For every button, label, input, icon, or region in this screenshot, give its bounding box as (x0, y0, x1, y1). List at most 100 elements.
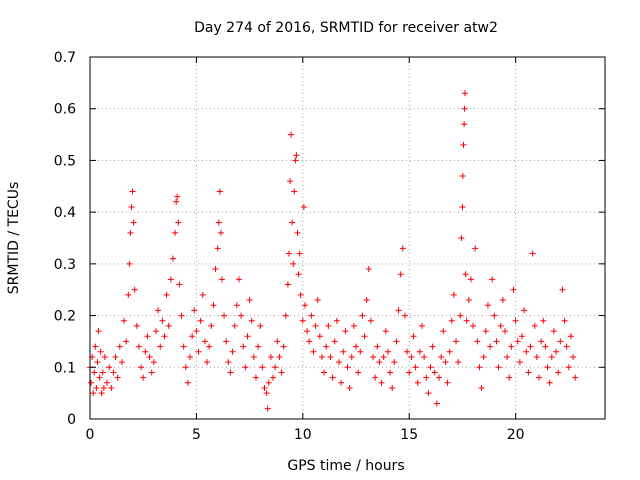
data-point (444, 379, 451, 386)
data-point (121, 317, 128, 324)
data-point (491, 312, 498, 319)
data-point (96, 374, 103, 381)
data-point (497, 322, 504, 329)
data-point (395, 307, 402, 314)
data-point (329, 374, 336, 381)
data-point (346, 384, 353, 391)
data-point (523, 348, 530, 355)
data-point (229, 348, 236, 355)
data-point (504, 353, 511, 360)
data-point (238, 312, 245, 319)
data-point (95, 328, 102, 335)
data-point (521, 307, 528, 314)
data-point (244, 333, 251, 340)
data-point (210, 302, 217, 309)
data-point (387, 369, 394, 376)
data-point (157, 343, 164, 350)
data-point (142, 348, 149, 355)
data-point (173, 198, 180, 205)
data-point (316, 333, 323, 340)
data-point (270, 374, 277, 381)
data-point (461, 121, 468, 128)
data-point (455, 359, 462, 366)
data-point (292, 157, 299, 164)
data-point (480, 353, 487, 360)
data-point (92, 343, 99, 350)
data-point (267, 353, 274, 360)
data-point (201, 338, 208, 345)
data-point (104, 379, 111, 386)
data-point (296, 250, 303, 257)
data-point (180, 343, 187, 350)
data-point (559, 286, 566, 293)
data-point (355, 369, 362, 376)
y-tick-label: 0.5 (54, 153, 76, 169)
data-point (246, 297, 253, 304)
data-point (412, 364, 419, 371)
data-point (118, 359, 125, 366)
data-point (314, 297, 321, 304)
y-tick-label: 0.3 (54, 257, 76, 273)
data-point (370, 353, 377, 360)
data-point (263, 390, 270, 397)
data-point (323, 343, 330, 350)
data-point (457, 312, 464, 319)
data-point (88, 379, 95, 386)
data-point (204, 359, 211, 366)
data-point (553, 348, 560, 355)
data-point (197, 317, 204, 324)
data-point (335, 359, 342, 366)
data-point (106, 364, 113, 371)
data-point (527, 343, 534, 350)
x-tick-label: 15 (400, 427, 418, 443)
data-point (195, 348, 202, 355)
data-point (363, 297, 370, 304)
data-point (367, 317, 374, 324)
data-point (561, 317, 568, 324)
data-point (567, 333, 574, 340)
data-points (87, 90, 579, 412)
data-point (548, 353, 555, 360)
data-point (353, 343, 360, 350)
data-point (321, 369, 328, 376)
data-point (231, 322, 238, 329)
data-point (531, 322, 538, 329)
data-point (176, 281, 183, 288)
data-point (350, 322, 357, 329)
data-point (536, 374, 543, 381)
data-point (374, 343, 381, 350)
data-point (290, 260, 297, 267)
data-point (114, 374, 121, 381)
data-point (138, 364, 145, 371)
chart-title: Day 274 of 2016, SRMTID for receiver atw… (194, 20, 498, 36)
data-point (450, 291, 457, 298)
data-point (182, 364, 189, 371)
data-point (308, 312, 315, 319)
y-tick-label: 0.7 (54, 50, 76, 66)
data-point (172, 229, 179, 236)
data-point (189, 333, 196, 340)
data-point (97, 348, 104, 355)
data-point (563, 343, 570, 350)
data-point (397, 271, 404, 278)
y-tick-label: 0.1 (54, 360, 76, 376)
data-point (152, 328, 159, 335)
data-point (557, 338, 564, 345)
data-point (227, 369, 234, 376)
data-point (140, 374, 147, 381)
data-point (112, 353, 119, 360)
data-point (382, 328, 389, 335)
data-point (150, 359, 157, 366)
data-point (440, 328, 447, 335)
data-point (393, 338, 400, 345)
y-tick-label: 0.4 (54, 205, 76, 221)
data-point (436, 374, 443, 381)
data-point (293, 152, 300, 159)
axis-ticks (89, 56, 605, 420)
data-point (384, 348, 391, 355)
data-point (357, 348, 364, 355)
data-point (128, 203, 135, 210)
data-point (212, 266, 219, 273)
data-point (295, 271, 302, 278)
data-point (414, 379, 421, 386)
